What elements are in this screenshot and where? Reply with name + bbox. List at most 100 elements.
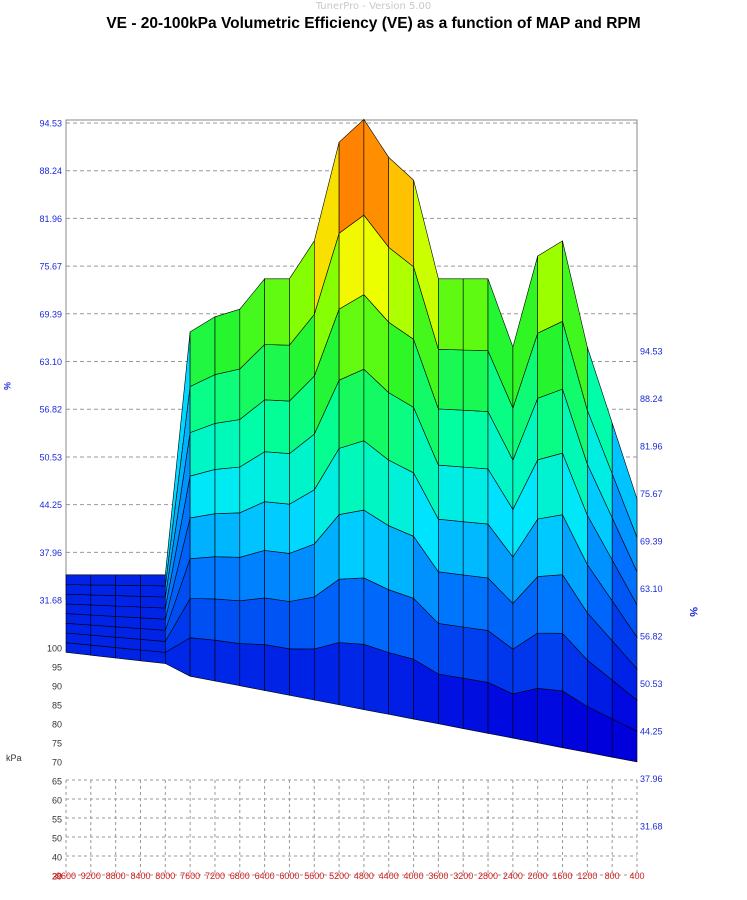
rpm-tick-label: 6000 xyxy=(279,871,299,881)
rpm-tick-label: 8000 xyxy=(155,871,175,881)
rpm-tick-label: 6400 xyxy=(255,871,275,881)
rpm-tick-label: 7200 xyxy=(205,871,225,881)
map-tick-label: 50 xyxy=(52,834,62,844)
z-right-axis-label: % xyxy=(687,607,699,617)
surface-cell xyxy=(264,278,290,346)
surface-cell xyxy=(388,589,414,660)
surface-cell xyxy=(214,639,241,687)
surface-cell xyxy=(264,344,290,402)
surface-mesh xyxy=(65,118,638,763)
surface-cell xyxy=(115,605,141,619)
rpm-tick-label: 2400 xyxy=(503,871,523,881)
surface-cell xyxy=(338,440,365,515)
surface-cell xyxy=(537,240,563,334)
z-right-tick-label: 50.53 xyxy=(640,679,663,689)
rpm-tick-label: 2000 xyxy=(528,871,548,881)
surface-cell xyxy=(537,687,563,749)
app-title: TunerPro - Version 5.00 xyxy=(315,1,432,12)
surface-cell xyxy=(388,525,414,599)
surface-cell xyxy=(462,409,489,470)
surface-cell xyxy=(214,512,241,558)
surface-cell xyxy=(264,550,290,602)
surface-cell xyxy=(140,617,166,631)
surface-cell xyxy=(313,642,340,706)
surface-cell xyxy=(289,648,315,701)
z-left-tick-label: 37.96 xyxy=(39,548,62,558)
surface-cell xyxy=(115,616,141,629)
z-left-axis-label: % xyxy=(2,382,12,390)
surface-cell xyxy=(214,556,241,602)
surface-cell xyxy=(264,501,290,554)
surface-cell xyxy=(462,466,489,525)
rpm-tick-label: 3200 xyxy=(453,871,473,881)
surface-cell xyxy=(90,604,116,617)
surface-cell xyxy=(338,368,365,449)
surface-cell xyxy=(338,642,365,710)
surface-cell xyxy=(388,459,414,537)
rpm-tick-label: 4400 xyxy=(379,871,399,881)
axis-labels: 94.53 88.24 81.96 75.67 69.39 63.10 56.82 50.53… xyxy=(2,119,699,882)
map-tick-label: 70 xyxy=(52,758,62,768)
surface-cell xyxy=(388,156,414,268)
rpm-tick-label: 9600 xyxy=(56,871,76,881)
surface-cell xyxy=(611,422,638,538)
rpm-tick-label: 1600 xyxy=(553,871,573,881)
z-left-tick-label: 88.24 xyxy=(39,166,62,176)
surface-cell xyxy=(90,584,116,596)
surface-cell xyxy=(338,509,365,580)
map-tick-label: 30 xyxy=(52,872,62,882)
map-tick-label: 85 xyxy=(52,701,62,711)
surface-cell xyxy=(65,584,92,596)
z-right-tick-label: 31.68 xyxy=(640,822,663,832)
surface-cell xyxy=(239,643,265,691)
surface-cell xyxy=(214,308,241,375)
z-left-tick-label: 56.82 xyxy=(39,405,62,415)
surface-cell xyxy=(438,673,464,729)
map-tick-label: 55 xyxy=(52,815,62,825)
z-right-tick-label: 44.25 xyxy=(640,727,663,737)
surface-cell xyxy=(438,348,464,411)
surface-cell xyxy=(189,637,216,682)
z-left-tick-label: 31.68 xyxy=(39,596,62,606)
map-tick-label: 20 xyxy=(52,872,62,882)
surface-cell xyxy=(462,278,489,352)
rpm-tick-label: 4800 xyxy=(354,871,374,881)
surface-cell xyxy=(438,518,464,576)
map-tick-label: 95 xyxy=(52,663,62,673)
surface-cell xyxy=(189,513,216,560)
surface-cell xyxy=(438,623,464,679)
surface-cell xyxy=(189,598,216,641)
rpm-tick-label: 800 xyxy=(605,871,620,881)
z-left-tick-label: 69.39 xyxy=(39,309,62,319)
surface-cell xyxy=(438,408,464,468)
map-tick-label: 60 xyxy=(52,796,62,806)
z-left-tick-label: 50.53 xyxy=(39,452,62,462)
map-axis-label: kPa xyxy=(6,753,22,763)
map-tick-label: 90 xyxy=(52,682,62,692)
rpm-tick-label: 4000 xyxy=(404,871,424,881)
surface-cell xyxy=(65,574,92,586)
surface-cell xyxy=(189,469,216,519)
map-tick-label: 75 xyxy=(52,739,62,749)
surface-cell xyxy=(115,595,141,608)
rpm-tick-label: 5200 xyxy=(329,871,349,881)
z-right-tick-label: 63.10 xyxy=(640,584,663,594)
surface-cell xyxy=(462,626,489,683)
surface-cell xyxy=(264,644,290,696)
surface-cell xyxy=(214,598,241,644)
z-left-tick-label: 81.96 xyxy=(39,214,62,224)
rpm-tick-label: 9200 xyxy=(81,871,101,881)
surface-cell xyxy=(289,596,315,650)
rpm-tick-label: 5600 xyxy=(304,871,324,881)
surface-cell xyxy=(264,399,290,454)
z-right-tick-label: 81.96 xyxy=(640,442,663,452)
surface-cell xyxy=(115,584,141,597)
surface-cell xyxy=(140,574,166,587)
surface-cell xyxy=(214,368,241,424)
surface-cell xyxy=(363,577,390,653)
rpm-tick-label: 2800 xyxy=(478,871,498,881)
surface-cell xyxy=(264,597,290,650)
surface-cell xyxy=(140,585,166,598)
surface-cell xyxy=(140,628,166,642)
surface-cell xyxy=(140,606,166,620)
